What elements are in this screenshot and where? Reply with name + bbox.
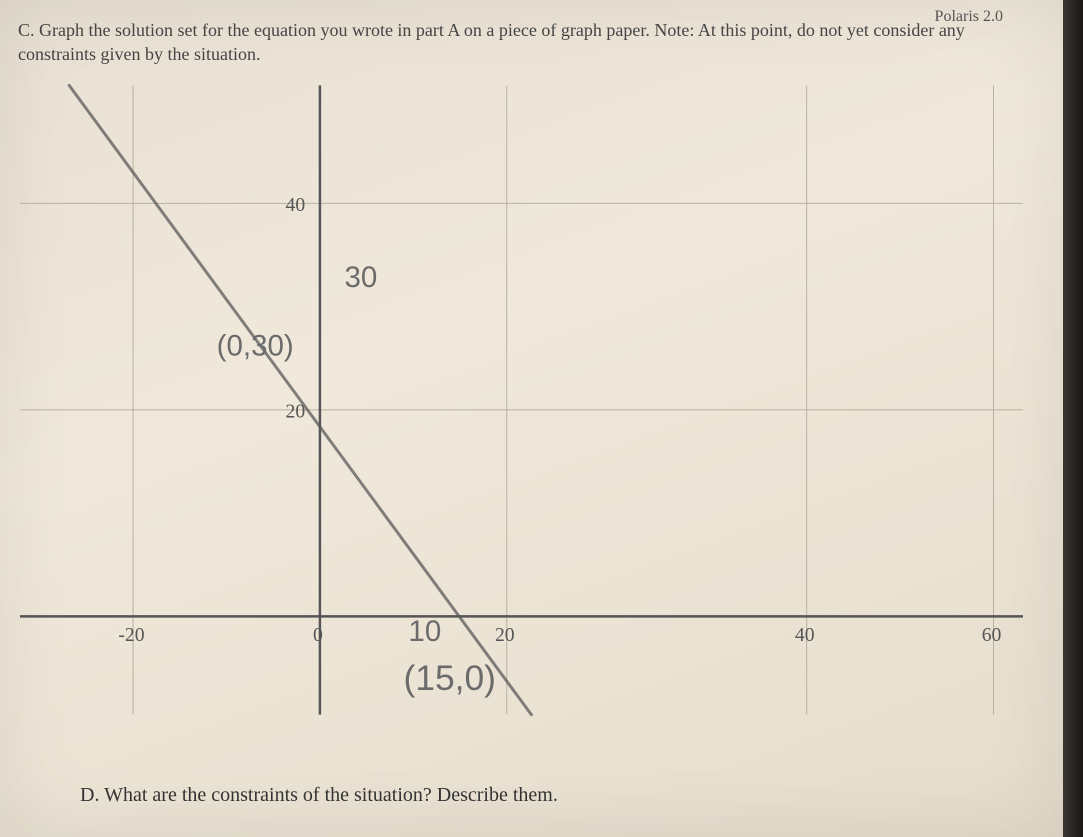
grid-horizontals — [20, 203, 1023, 410]
worksheet-paper: Polaris 2.0 C. Graph the solution set fo… — [0, 0, 1063, 837]
xtick-60: 60 — [982, 624, 1002, 646]
xtick-20: 20 — [495, 624, 515, 646]
xtick-0: 0 — [313, 624, 323, 646]
question-d-label: D. — [80, 784, 99, 806]
xtick-40: 40 — [795, 624, 815, 646]
page-dark-edge — [1063, 0, 1083, 837]
question-d-text: What are the constraints of the situatio… — [104, 784, 558, 806]
xtick-neg20: -20 — [118, 624, 144, 646]
grid-verticals — [133, 85, 993, 714]
hw-thirty: 30 — [345, 261, 378, 294]
hw-pt2: (15,0) — [404, 658, 496, 698]
graph-area: 40 20 -20 0 20 40 60 30 (0,30) 10 (15,0) — [20, 80, 1023, 720]
graph-svg: 40 20 -20 0 20 40 60 30 (0,30) 10 (15,0) — [20, 80, 1023, 720]
question-c: C. Graph the solution set for the equati… — [18, 18, 983, 67]
hw-ten: 10 — [408, 615, 441, 648]
hw-pt1: (0,30) — [217, 330, 294, 363]
question-c-text: Graph the solution set for the equation … — [18, 20, 965, 64]
question-d: D. What are the constraints of the situa… — [80, 784, 558, 807]
ytick-20: 20 — [286, 401, 306, 423]
ytick-40: 40 — [286, 194, 306, 216]
question-c-label: C. — [18, 20, 35, 40]
